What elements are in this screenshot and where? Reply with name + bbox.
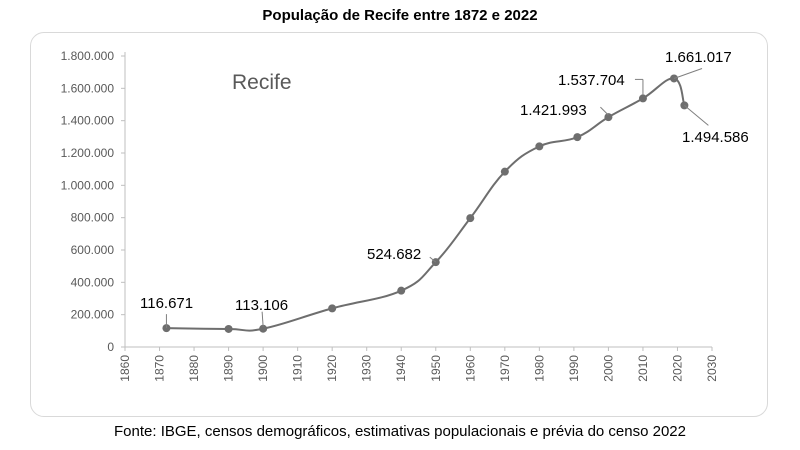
data-point-2000 xyxy=(604,113,613,122)
data-label-2010: 1.537.704 xyxy=(558,72,625,89)
chart-source: Fonte: IBGE, censos demográficos, estima… xyxy=(114,423,686,440)
x-tick-label: 1900 xyxy=(256,355,270,382)
y-tick-label: 600.000 xyxy=(71,243,115,257)
x-tick-label: 1930 xyxy=(360,355,374,382)
y-tick-label: 1.000.000 xyxy=(61,178,115,192)
annotation-leader xyxy=(600,106,609,116)
data-point-1970 xyxy=(500,167,509,176)
y-tick-label: 800.000 xyxy=(71,211,115,225)
chart-title: População de Recife entre 1872 e 2022 xyxy=(262,7,538,24)
x-tick-label: 1950 xyxy=(429,355,443,382)
x-tick-label: 1860 xyxy=(118,355,132,382)
x-tick-label: 2030 xyxy=(705,355,719,382)
x-tick-label: 1980 xyxy=(532,355,546,382)
x-tick-label: 1940 xyxy=(394,355,408,382)
y-tick-label: 1.600.000 xyxy=(61,81,115,95)
annotation-leader xyxy=(429,256,437,263)
x-tick-label: 2010 xyxy=(636,355,650,382)
annotation-leader xyxy=(261,311,264,327)
data-point-1920 xyxy=(328,304,337,313)
x-tick-label: 2000 xyxy=(601,355,615,382)
data-point-1940 xyxy=(397,286,406,295)
annotation-leader xyxy=(684,104,709,126)
x-tick-label: 1910 xyxy=(291,355,305,382)
data-point-1980 xyxy=(535,142,544,151)
y-tick-label: 1.200.000 xyxy=(61,146,115,160)
x-tick-label: 1870 xyxy=(153,355,167,382)
data-point-1991 xyxy=(573,133,582,142)
y-tick-label: 400.000 xyxy=(71,275,115,289)
data-label-1950: 524.682 xyxy=(367,246,421,263)
x-tick-label: 2020 xyxy=(670,355,684,382)
x-tick-label: 1920 xyxy=(325,355,339,382)
chart-frame xyxy=(30,32,768,417)
data-point-1890 xyxy=(224,324,233,333)
y-tick-label: 200.000 xyxy=(71,308,115,322)
y-tick-label: 1.800.000 xyxy=(61,49,115,63)
data-point-1960 xyxy=(466,214,475,223)
data-point-1900 xyxy=(259,324,268,333)
x-tick-label: 1970 xyxy=(498,355,512,382)
data-label-1900: 113.106 xyxy=(235,297,288,314)
data-label-2019: 1.661.017 xyxy=(665,49,732,66)
x-tick-label: 1960 xyxy=(463,355,477,382)
x-tick-label: 1890 xyxy=(222,355,236,382)
x-tick-label: 1880 xyxy=(187,355,201,382)
annotation-leader xyxy=(673,67,703,79)
x-tick-label: 1990 xyxy=(567,355,581,382)
data-point-2010 xyxy=(638,94,647,103)
y-tick-label: 0 xyxy=(107,340,114,354)
series-label: Recife xyxy=(232,71,292,94)
y-tick-label: 1.400.000 xyxy=(61,114,115,128)
data-label-1872: 116.671 xyxy=(140,295,193,312)
data-label-2000: 1.421.993 xyxy=(520,102,587,119)
series-line-recife xyxy=(166,77,686,332)
data-label-2022: 1.494.586 xyxy=(682,129,749,146)
